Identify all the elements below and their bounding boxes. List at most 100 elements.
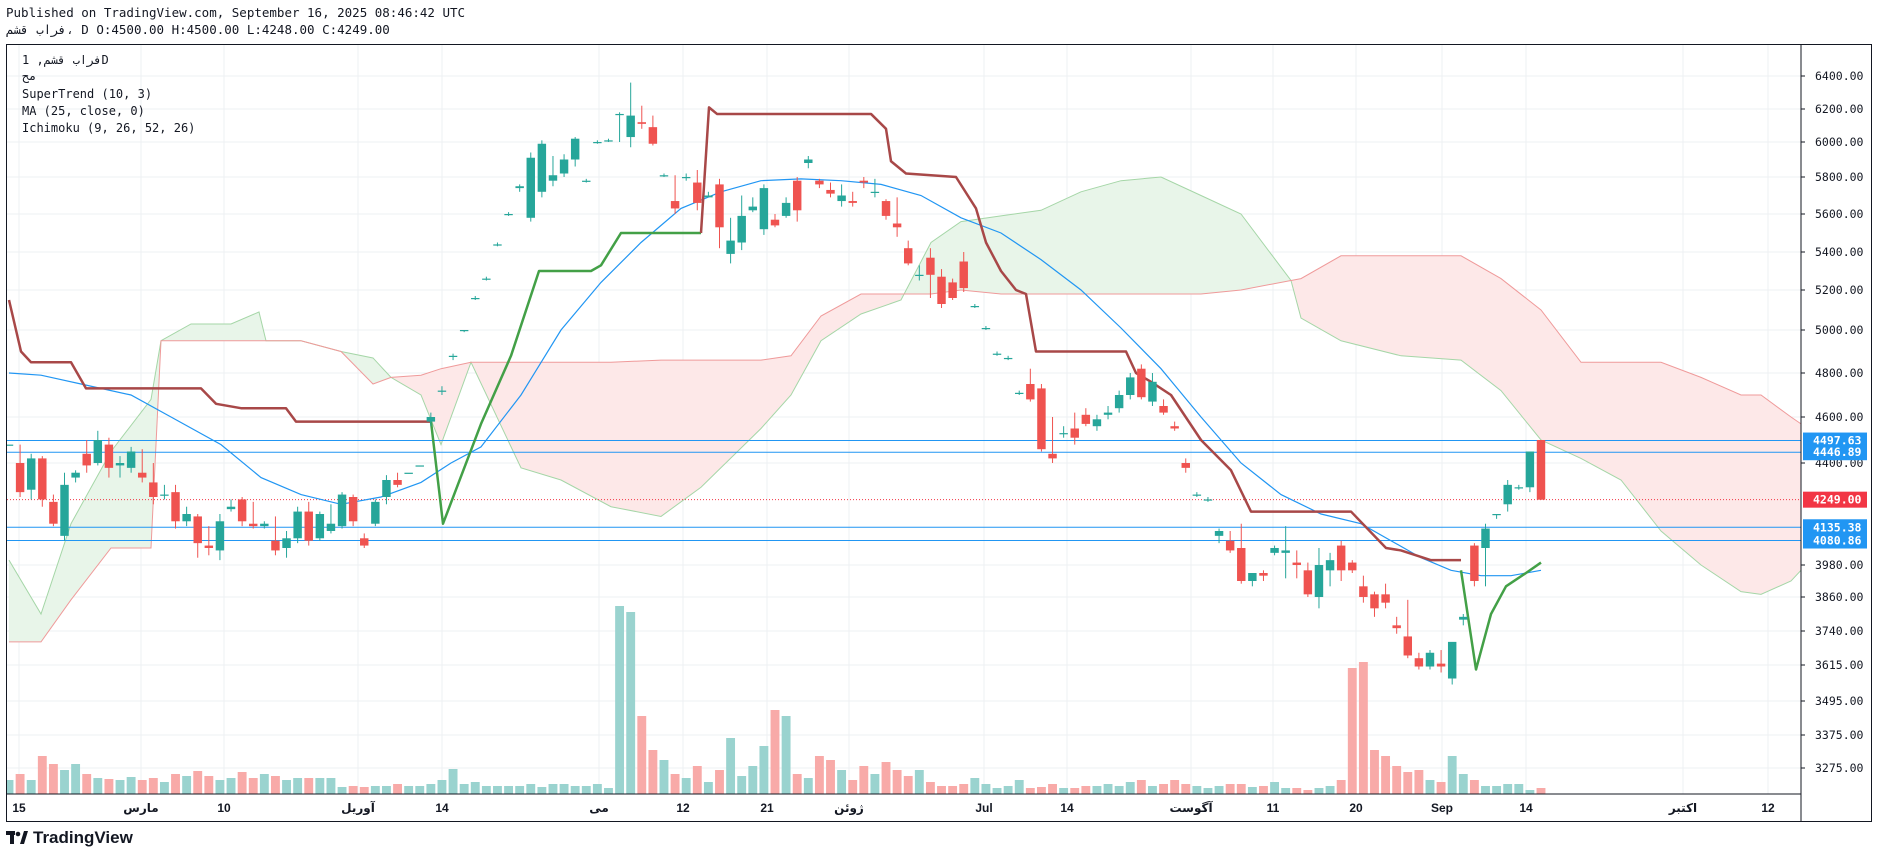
candle[interactable] xyxy=(360,533,369,548)
candle[interactable] xyxy=(815,178,824,189)
candle[interactable] xyxy=(126,446,136,473)
candlesticks[interactable] xyxy=(7,82,1546,685)
candle[interactable] xyxy=(759,184,769,235)
candle[interactable] xyxy=(604,138,613,142)
candle[interactable] xyxy=(393,472,402,488)
candle[interactable] xyxy=(992,351,1002,356)
candle[interactable] xyxy=(215,514,225,561)
candle[interactable] xyxy=(293,506,302,544)
candle[interactable] xyxy=(770,214,780,228)
candle[interactable] xyxy=(271,516,280,556)
candle[interactable] xyxy=(1481,523,1490,587)
candle[interactable] xyxy=(626,82,635,148)
candle[interactable] xyxy=(1126,373,1135,400)
candle[interactable] xyxy=(1159,399,1168,415)
candle[interactable] xyxy=(1148,373,1157,406)
candle[interactable] xyxy=(49,494,58,527)
candle[interactable] xyxy=(1237,523,1246,584)
candle[interactable] xyxy=(781,197,791,218)
candle[interactable] xyxy=(1325,552,1335,587)
candle[interactable] xyxy=(593,140,602,144)
candle[interactable] xyxy=(737,195,746,251)
candle[interactable] xyxy=(60,472,69,541)
candle[interactable] xyxy=(304,501,313,546)
candle[interactable] xyxy=(1503,480,1512,512)
candle[interactable] xyxy=(881,199,891,220)
candle[interactable] xyxy=(748,197,758,213)
candle[interactable] xyxy=(1248,573,1257,587)
candle[interactable] xyxy=(681,173,691,181)
candle[interactable] xyxy=(892,197,902,237)
candle[interactable] xyxy=(171,484,180,529)
candle[interactable] xyxy=(1392,616,1401,634)
legend-supertrend[interactable]: SuperTrend (10, 3) xyxy=(22,87,153,101)
candle[interactable] xyxy=(1525,451,1535,493)
candle[interactable] xyxy=(1170,421,1179,431)
candle[interactable] xyxy=(792,177,802,222)
candle[interactable] xyxy=(404,472,413,474)
candle[interactable] xyxy=(1225,531,1235,553)
candle[interactable] xyxy=(1314,548,1324,609)
candle[interactable] xyxy=(104,437,114,478)
candle[interactable] xyxy=(15,444,25,497)
candle[interactable] xyxy=(693,170,702,211)
candle[interactable] xyxy=(426,412,436,427)
candle[interactable] xyxy=(1048,417,1057,463)
candle[interactable] xyxy=(1114,390,1124,413)
candle[interactable] xyxy=(926,248,935,298)
candle[interactable] xyxy=(1192,492,1202,497)
candle[interactable] xyxy=(537,140,547,198)
candle[interactable] xyxy=(615,112,624,142)
candle[interactable] xyxy=(859,177,869,189)
candle[interactable] xyxy=(837,184,846,207)
candle[interactable] xyxy=(903,240,913,266)
candle[interactable] xyxy=(1059,426,1068,438)
candle[interactable] xyxy=(1536,440,1546,500)
price-axis[interactable]: 3275.00 3375.00 3495.00 3615.00 3740.00 3860.… xyxy=(1800,45,1867,821)
candle[interactable] xyxy=(526,152,535,222)
candle[interactable] xyxy=(282,531,291,558)
candle[interactable] xyxy=(670,175,680,214)
candle[interactable] xyxy=(1303,562,1313,597)
legend-symbol[interactable]: فراب قشم, 1D xyxy=(22,53,109,67)
candle[interactable] xyxy=(149,463,158,505)
candle[interactable] xyxy=(1414,652,1424,670)
candle[interactable] xyxy=(715,178,724,249)
chart-canvas[interactable]: 3275.00 3375.00 3495.00 3615.00 3740.00 3860.… xyxy=(7,45,1871,821)
candle[interactable] xyxy=(1214,528,1224,544)
candle[interactable] xyxy=(382,475,391,505)
candle[interactable] xyxy=(337,492,347,529)
candle[interactable] xyxy=(7,444,14,446)
candle[interactable] xyxy=(1436,650,1446,673)
candle[interactable] xyxy=(82,440,91,473)
candle[interactable] xyxy=(1447,641,1457,685)
candle[interactable] xyxy=(637,105,647,129)
candle[interactable] xyxy=(1336,540,1346,581)
candle[interactable] xyxy=(970,304,980,308)
horizontal-price-lines[interactable] xyxy=(7,440,1801,542)
candle[interactable] xyxy=(204,526,214,556)
candle[interactable] xyxy=(1403,599,1413,659)
candle[interactable] xyxy=(482,276,491,281)
candle[interactable] xyxy=(937,269,946,308)
legend-ichimoku[interactable]: Ichimoku (9, 26, 52, 26) xyxy=(22,121,196,135)
candle[interactable] xyxy=(1359,575,1368,603)
candle[interactable] xyxy=(348,494,358,527)
candle[interactable] xyxy=(38,456,47,507)
candle[interactable] xyxy=(115,456,125,478)
candle[interactable] xyxy=(1470,543,1479,587)
candle[interactable] xyxy=(226,499,236,512)
candle[interactable] xyxy=(848,191,857,207)
candle[interactable] xyxy=(137,449,147,483)
candle[interactable] xyxy=(726,217,735,264)
candle[interactable] xyxy=(1081,408,1091,427)
candle[interactable] xyxy=(326,504,336,534)
candle[interactable] xyxy=(1292,550,1301,579)
candle[interactable] xyxy=(915,265,924,281)
candle[interactable] xyxy=(193,514,202,558)
candle[interactable] xyxy=(448,353,458,361)
candle[interactable] xyxy=(826,182,835,198)
candle[interactable] xyxy=(1203,497,1213,502)
candle[interactable] xyxy=(1259,570,1268,581)
candle[interactable] xyxy=(948,278,957,300)
